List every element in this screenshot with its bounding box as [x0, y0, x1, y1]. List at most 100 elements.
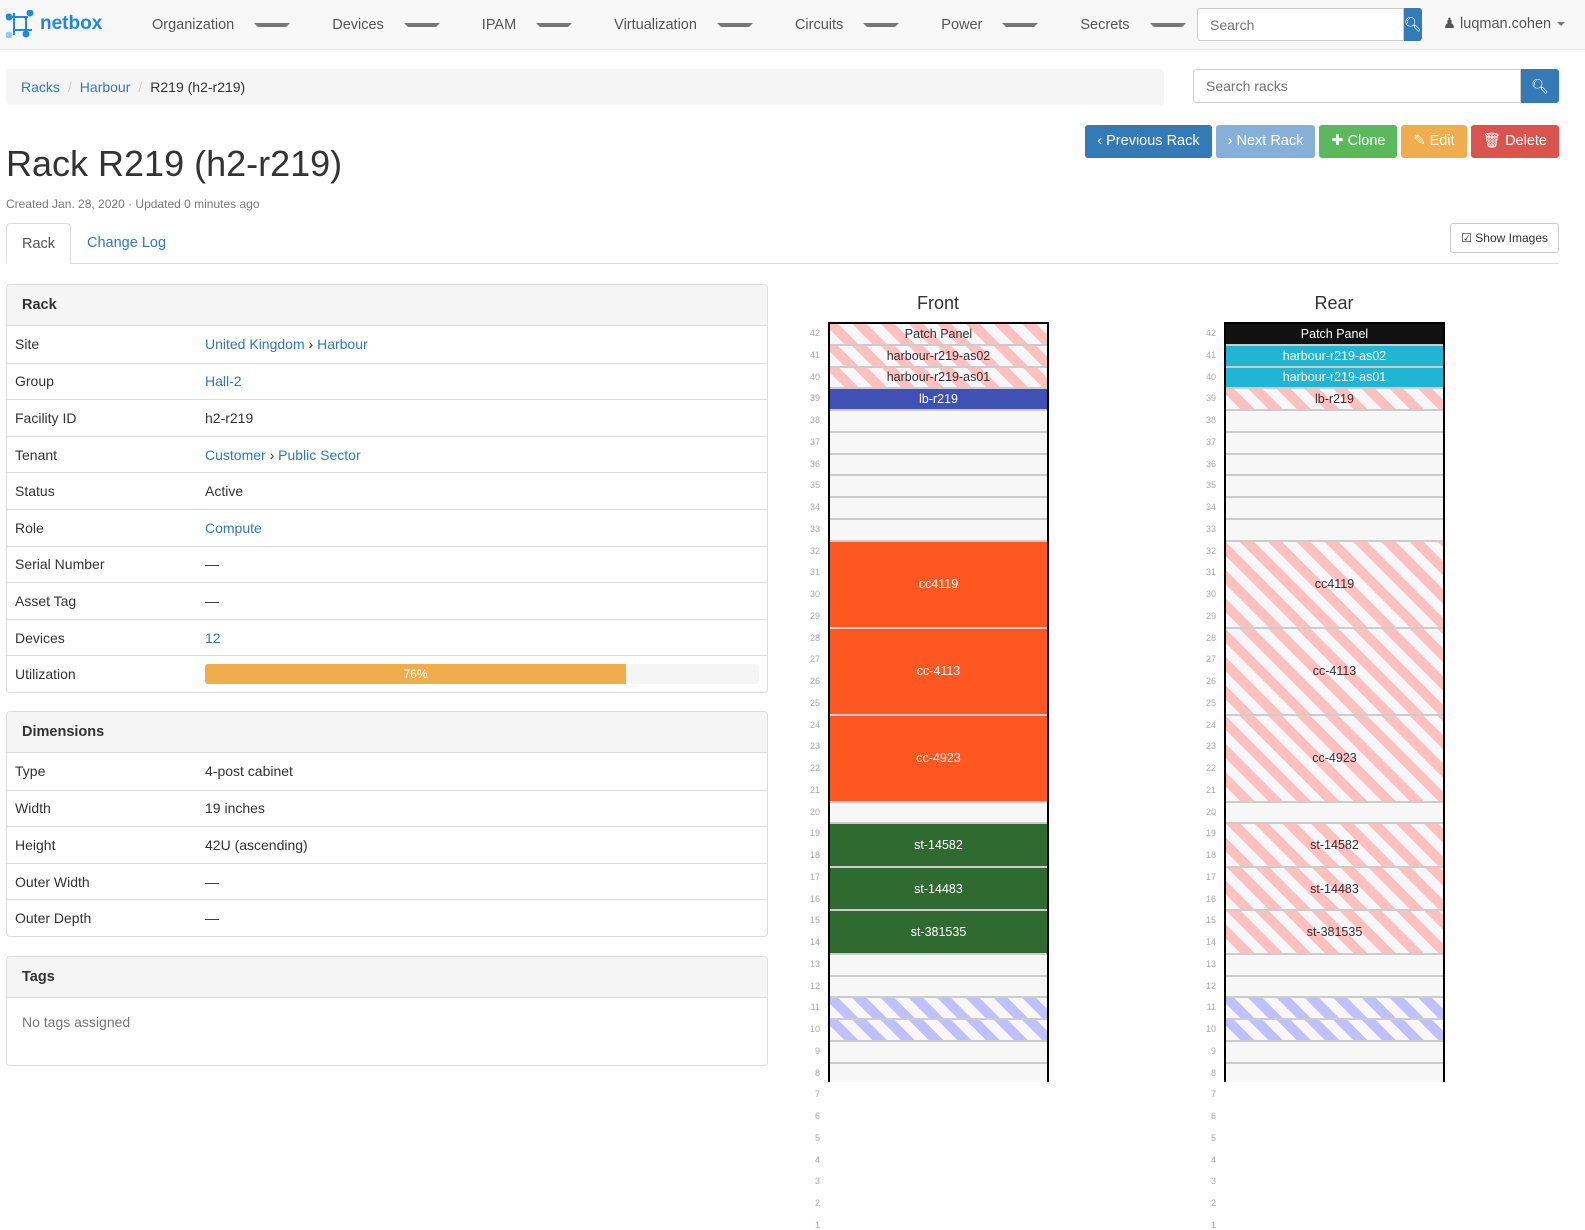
nav-menu-virtualization[interactable]: Virtualization	[586, 0, 767, 50]
rack-device[interactable]	[1226, 1020, 1443, 1042]
value[interactable]: 12	[205, 629, 221, 646]
search-button[interactable]: 🔍︎	[1404, 8, 1422, 41]
unit-number: 19	[1205, 828, 1216, 839]
value[interactable]: Compute	[205, 519, 262, 536]
rack-search-input[interactable]	[1193, 69, 1521, 103]
unit-number: 29	[1205, 610, 1216, 621]
unit-number: 27	[809, 654, 820, 665]
rack-device[interactable]: cc-4923	[1226, 715, 1443, 803]
empty-unit[interactable]	[830, 1063, 1047, 1082]
unit-number: 39	[1205, 393, 1216, 404]
empty-unit[interactable]	[1226, 1063, 1443, 1082]
rack-device[interactable]	[830, 1020, 1047, 1042]
rack-device[interactable]: harbour-r219-as01	[1226, 367, 1443, 390]
empty-unit[interactable]	[1226, 498, 1443, 520]
nav-menu-circuits[interactable]: Circuits	[767, 0, 913, 50]
next-rack-button[interactable]: › Next Rack	[1215, 125, 1316, 158]
empty-unit[interactable]	[1226, 519, 1443, 542]
unit-number: 17	[1205, 871, 1216, 882]
rack-device[interactable]: st-14483	[830, 867, 1047, 912]
rack-panel: Rack Site United Kingdom › Harbour Group Ha…	[6, 284, 768, 693]
edit-button[interactable]: ✎ Edit	[1401, 125, 1467, 158]
nav-menu-ipam[interactable]: IPAM	[454, 0, 586, 50]
empty-unit[interactable]	[1226, 454, 1443, 477]
breadcrumb: Racks / Harbour / R219 (h2-r219)	[6, 69, 1164, 105]
table-row: Height 42U (ascending)	[7, 826, 767, 863]
netbox-logo[interactable]: netbox	[6, 10, 102, 38]
tab-change-log[interactable]: Change Log	[87, 235, 167, 251]
empty-unit[interactable]	[1226, 476, 1443, 498]
empty-unit[interactable]	[830, 802, 1047, 825]
empty-unit[interactable]	[830, 498, 1047, 520]
label: Group	[15, 373, 54, 390]
breadcrumb-current: R219 (h2-r219)	[150, 79, 246, 95]
unit-number: 26	[1205, 676, 1216, 686]
unit-number: 5	[814, 1132, 820, 1143]
unit-number: 38	[809, 415, 820, 425]
rack-device[interactable]: Patch Panel	[830, 324, 1047, 346]
rack-device[interactable]: harbour-r219-as02	[1226, 345, 1443, 368]
empty-unit[interactable]	[1226, 1041, 1443, 1064]
empty-unit[interactable]	[830, 954, 1047, 977]
previous-rack-button[interactable]: ‹ Previous Rack	[1085, 125, 1212, 158]
rack-device[interactable]: cc4119	[1226, 541, 1443, 629]
unit-number: 22	[1205, 763, 1216, 773]
unit-number: 1	[1210, 1219, 1216, 1230]
nav-menu-secrets[interactable]: Secrets	[1052, 0, 1199, 50]
breadcrumb-site[interactable]: Harbour	[79, 79, 131, 95]
rack-device[interactable]: lb-r219	[830, 389, 1047, 411]
empty-unit[interactable]	[830, 1041, 1047, 1064]
rack-device[interactable]: harbour-r219-as02	[830, 345, 1047, 368]
rack-search-button[interactable]: 🔍︎	[1521, 69, 1559, 103]
rack-device[interactable]: lb-r219	[1226, 389, 1443, 411]
rack-device[interactable]: cc-4113	[830, 628, 1047, 716]
value[interactable]: Customer	[205, 446, 266, 463]
rack-device[interactable]: st-14582	[1226, 824, 1443, 868]
unit-number: 6	[814, 1111, 820, 1121]
tab-rack[interactable]: Rack	[6, 223, 72, 264]
empty-unit[interactable]	[830, 432, 1047, 455]
empty-unit[interactable]	[1226, 976, 1443, 999]
table-row: Serial Number —	[7, 545, 767, 583]
navbar: netbox Organization Devices IPAM Virtualiza…	[0, 0, 1585, 50]
show-images-button[interactable]: ☑ Show Images	[1450, 223, 1559, 253]
nav-menu-power[interactable]: Power	[913, 0, 1052, 50]
rack-device[interactable]	[1226, 998, 1443, 1020]
rack-device[interactable]: st-14483	[1226, 867, 1443, 912]
unit-number: 23	[1205, 741, 1216, 752]
value[interactable]: United Kingdom	[205, 336, 305, 353]
label: Serial Number	[15, 556, 105, 573]
chevron-down-icon	[254, 23, 291, 28]
rack-device[interactable]	[830, 998, 1047, 1020]
value[interactable]: Hall-2	[205, 373, 242, 390]
value-child[interactable]: Harbour	[317, 336, 368, 353]
no-tags-text: No tags assigned	[22, 1014, 131, 1030]
search-input[interactable]	[1197, 8, 1404, 41]
empty-unit[interactable]	[830, 519, 1047, 542]
rack-device[interactable]: cc4119	[830, 541, 1047, 629]
rack-device[interactable]: harbour-r219-as01	[830, 367, 1047, 390]
rack-device[interactable]: Patch Panel	[1226, 324, 1443, 346]
delete-button[interactable]: 🗑︎ Delete	[1470, 125, 1559, 158]
clone-button[interactable]: ✚ Clone	[1319, 125, 1398, 158]
rack-device[interactable]: cc-4113	[1226, 628, 1443, 716]
value-child[interactable]: Public Sector	[278, 446, 361, 463]
rack-device[interactable]: st-14582	[830, 824, 1047, 868]
unit-number: 3	[814, 1176, 820, 1187]
unit-number: 40	[1205, 371, 1216, 382]
empty-unit[interactable]	[1226, 432, 1443, 455]
rack-device[interactable]: cc-4923	[830, 715, 1047, 803]
empty-unit[interactable]	[830, 976, 1047, 999]
nav-menu-organization[interactable]: Organization	[124, 0, 304, 50]
empty-unit[interactable]	[830, 411, 1047, 433]
user-menu[interactable]: ♟ luqman.cohen	[1443, 16, 1566, 32]
breadcrumb-racks[interactable]: Racks	[21, 79, 60, 95]
empty-unit[interactable]	[1226, 954, 1443, 977]
rack-device[interactable]: st-381535	[1226, 911, 1443, 955]
empty-unit[interactable]	[830, 454, 1047, 477]
empty-unit[interactable]	[1226, 411, 1443, 433]
empty-unit[interactable]	[1226, 802, 1443, 825]
rack-device[interactable]: st-381535	[830, 911, 1047, 955]
nav-menu-devices[interactable]: Devices	[304, 0, 454, 50]
empty-unit[interactable]	[830, 476, 1047, 498]
